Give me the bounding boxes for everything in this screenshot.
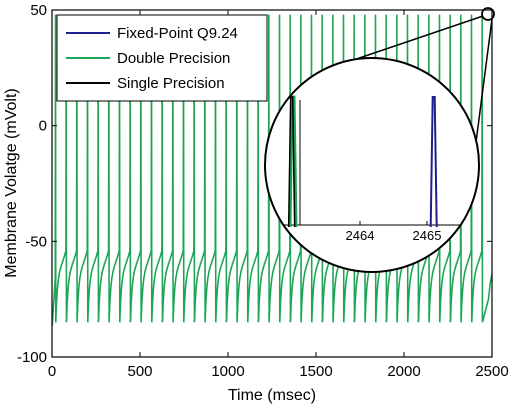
y-tick-label: 50 [30, 2, 47, 19]
inset-spike-single [287, 96, 296, 228]
x-tick-label: 1000 [211, 363, 244, 380]
inset-border [264, 57, 480, 273]
y-axis-title: Membrane Volatge (mVolt) [3, 88, 20, 277]
zoom-inset: 2464 2465 [264, 57, 480, 273]
zoom-marker-circle [481, 7, 495, 21]
inset-spike-fixed-point [429, 96, 438, 228]
voltage-traces [52, 14, 492, 326]
x-axis-title: Time (msec) [228, 387, 316, 404]
x-tick-label: 0 [48, 363, 56, 380]
legend: Fixed-Point Q9.24 Double Precision Singl… [56, 14, 268, 102]
legend-label-fixed-point: Fixed-Point Q9.24 [117, 25, 238, 42]
inset-content: 2464 2465 [265, 95, 479, 243]
x-tick-label: 2500 [475, 363, 508, 380]
inset-background [265, 58, 479, 272]
inset-tick-label: 2464 [346, 228, 375, 243]
x-tick-label: 2000 [387, 363, 420, 380]
zoom-connector-line [474, 18, 493, 151]
x-tick-label: 1500 [299, 363, 332, 380]
y-tick-label: -100 [17, 349, 47, 366]
x-tick-label: 500 [127, 363, 152, 380]
plot-frame [51, 9, 493, 358]
y-tick-label: 0 [39, 118, 47, 135]
inset-tick-label: 2465 [413, 228, 442, 243]
legend-label-double: Double Precision [117, 50, 230, 67]
y-tick-label: -50 [25, 233, 47, 250]
legend-label-single: Single Precision [117, 75, 225, 92]
series-line-1 [52, 14, 492, 326]
